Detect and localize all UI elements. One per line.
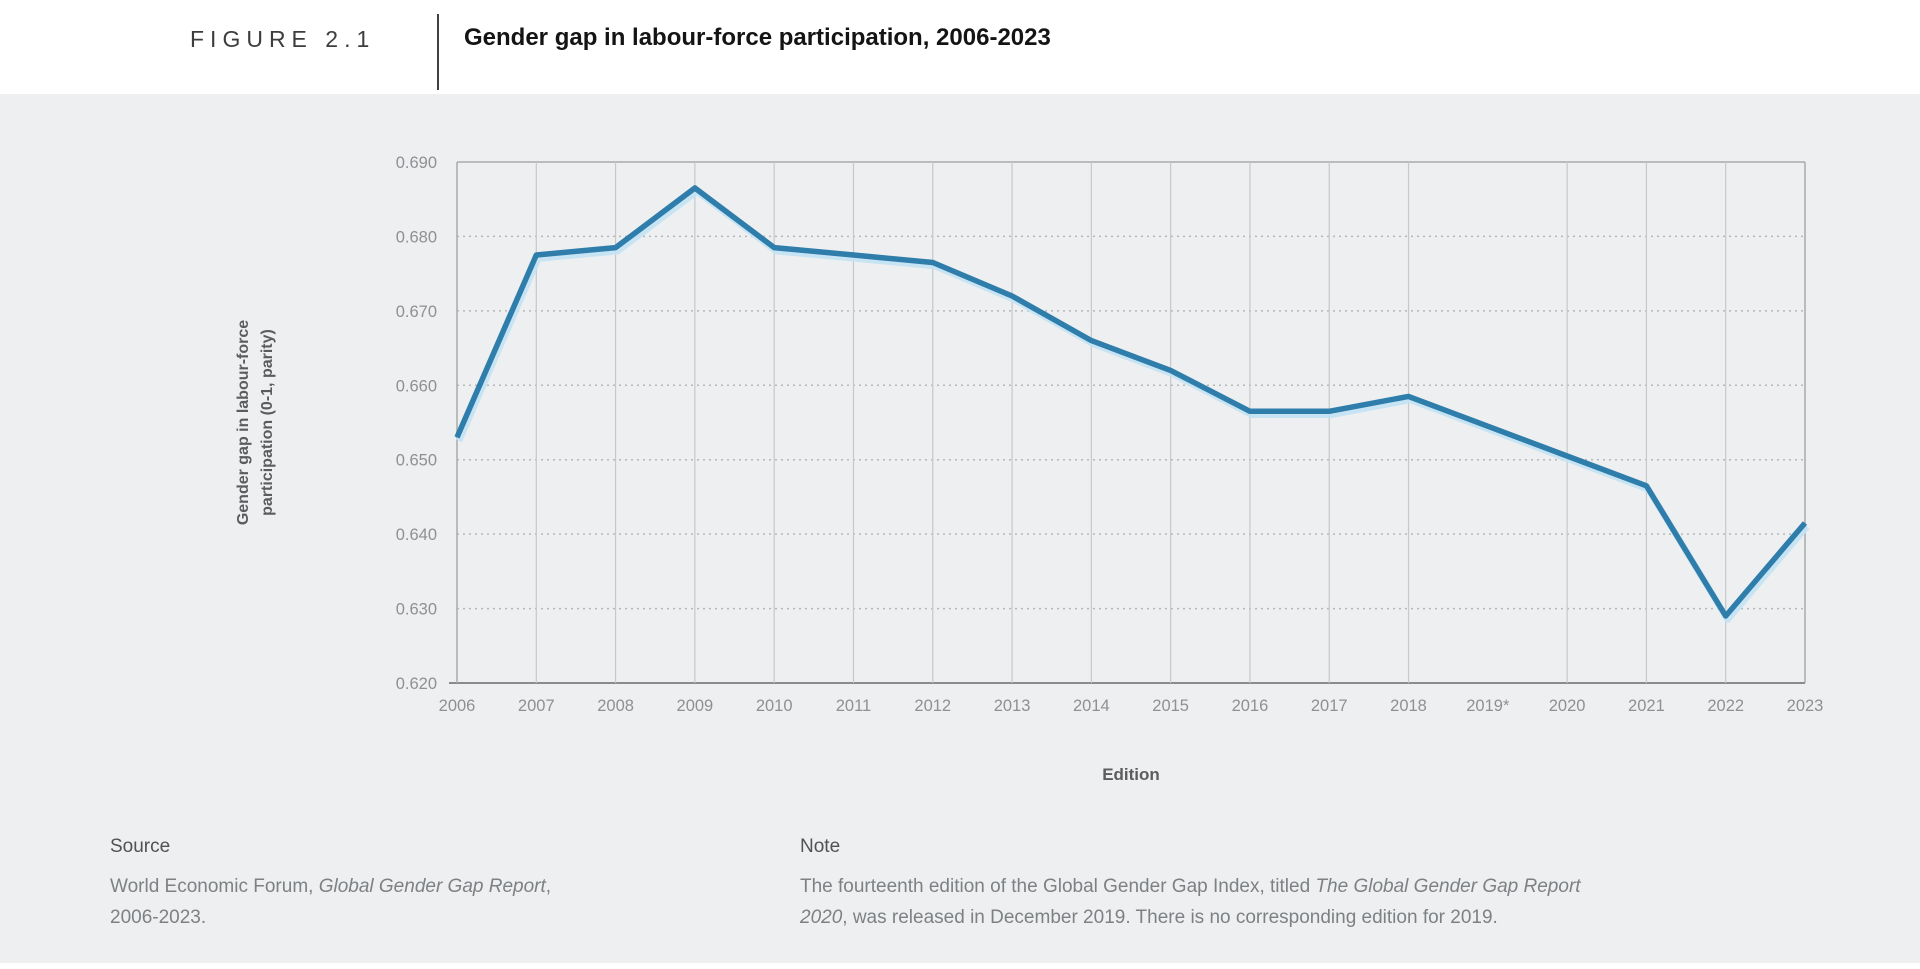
x-tick-label: 2017 <box>1311 697 1348 715</box>
figure-title: Gender gap in labour-force participation… <box>464 24 1051 51</box>
y-tick-label: 0.670 <box>396 303 437 321</box>
x-tick-label: 2020 <box>1549 697 1586 715</box>
chart-panel <box>0 94 1920 963</box>
source-block: Source World Economic Forum, Global Gend… <box>110 836 740 933</box>
line-chart: 0.690 0.680 0.670 0.660 0.650 0.640 0.630 0.620… <box>235 154 1824 784</box>
x-tick-label: 2010 <box>756 697 793 715</box>
y-tick-label: 0.660 <box>396 377 437 395</box>
figure-label: FIGURE 2.1 <box>190 26 376 52</box>
y-tick-label: 0.640 <box>396 526 437 544</box>
title-divider <box>437 14 439 90</box>
x-tick-label: 2023 <box>1787 697 1824 715</box>
x-tick-label: 2014 <box>1073 697 1110 715</box>
y-tick-label: 0.690 <box>396 154 437 172</box>
y-axis-title-line1: Gender gap in labour-force <box>235 320 252 525</box>
x-tick-label: 2022 <box>1707 697 1744 715</box>
x-tick-label: 2018 <box>1390 697 1427 715</box>
note-heading: Note <box>800 836 841 857</box>
x-axis-title: Edition <box>1102 765 1160 784</box>
x-tick-label: 2009 <box>677 697 714 715</box>
y-axis-title-line2: participation (0-1, parity) <box>259 329 276 516</box>
x-tick-label: 2013 <box>994 697 1031 715</box>
note-text: The fourteenth edition of the Global Gen… <box>800 876 1581 928</box>
note-block: Note The fourteenth edition of the Globa… <box>800 836 1720 933</box>
x-tick-label: 2007 <box>518 697 555 715</box>
x-tick-label: 2019* <box>1466 697 1510 715</box>
x-tick-label: 2008 <box>597 697 634 715</box>
x-tick-label: 2012 <box>914 697 951 715</box>
y-tick-label: 0.620 <box>396 675 437 693</box>
x-tick-label: 2006 <box>439 697 476 715</box>
x-tick-label: 2015 <box>1152 697 1189 715</box>
y-tick-label: 0.680 <box>396 228 437 246</box>
y-tick-label: 0.630 <box>396 601 437 619</box>
y-tick-label: 0.650 <box>396 452 437 470</box>
x-tick-label: 2021 <box>1628 697 1665 715</box>
source-text: World Economic Forum, Global Gender Gap … <box>110 876 552 928</box>
x-tick-label: 2016 <box>1232 697 1269 715</box>
series-line-halo <box>456 188 1810 623</box>
series-line <box>454 185 1808 619</box>
source-heading: Source <box>110 836 171 857</box>
x-tick-label: 2011 <box>836 697 871 715</box>
